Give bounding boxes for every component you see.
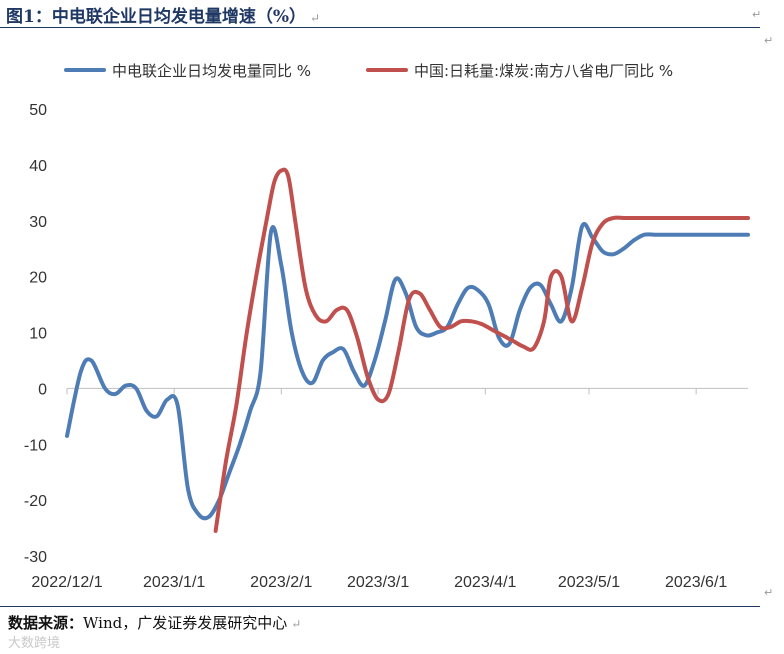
series-line-power-generation [65, 221, 750, 521]
y-tick-label: 50 [29, 102, 47, 119]
x-tick-label: 2023/1/1 [143, 574, 205, 591]
legend: 中电联企业日均发电量同比 % 中国:日耗量:煤炭:南方八省电厂同比 % [64, 62, 673, 80]
y-tick-label: -30 [24, 549, 47, 566]
y-tick-label: 40 [29, 158, 47, 175]
figure-title: 图1：中电联企业日均发电量增速（%） ↵ [6, 2, 320, 27]
y-tick-label: -20 [24, 493, 47, 510]
x-tick-label: 2023/5/1 [558, 574, 620, 591]
corner-mark-icon: ↵ [764, 586, 774, 599]
figure-title-text: 图1：中电联企业日均发电量增速（%） [6, 7, 306, 27]
source-label: 数据来源： [8, 614, 84, 632]
x-tick-label: 2023/6/1 [665, 574, 727, 591]
legend-label-1: 中电联企业日均发电量同比 % [112, 62, 311, 80]
y-tick-label: 10 [29, 326, 47, 343]
corner-mark-icon: ↵ [764, 34, 774, 47]
x-tick-label: 2023/3/1 [347, 574, 409, 591]
y-tick-label: 20 [29, 270, 47, 287]
source-rule [0, 606, 760, 607]
series-group [65, 167, 750, 533]
corner-mark-icon: ↵ [752, 8, 762, 21]
x-tick-label: 2023/2/1 [250, 574, 312, 591]
series-line-coal-consumption [213, 167, 750, 533]
legend-label-2: 中国:日耗量:煤炭:南方八省电厂同比 % [414, 62, 673, 80]
watermark: 大数跨境 [8, 636, 61, 651]
y-tick-label: 0 [38, 381, 47, 398]
x-axis: 2022/12/1 2023/1/1 2023/2/1 2023/3/1 2023/4/… [31, 387, 748, 591]
source-text: Wind，广发证券发展研究中心 [83, 614, 288, 632]
paragraph-mark-icon: ↵ [291, 617, 302, 631]
paragraph-mark-icon: ↵ [309, 11, 321, 25]
y-tick-label: -10 [24, 437, 47, 454]
source-note: 数据来源：Wind，广发证券发展研究中心 ↵ [8, 612, 301, 633]
title-rule [0, 27, 760, 28]
y-axis: -30 -20 -10 0 10 20 30 40 50 [24, 102, 47, 566]
line-chart: 中电联企业日均发电量同比 % 中国:日耗量:煤炭:南方八省电厂同比 % -30 -2… [24, 62, 750, 591]
x-tick-label: 2023/4/1 [454, 574, 516, 591]
x-tick-label: 2022/12/1 [31, 574, 102, 591]
y-tick-label: 30 [29, 214, 47, 231]
